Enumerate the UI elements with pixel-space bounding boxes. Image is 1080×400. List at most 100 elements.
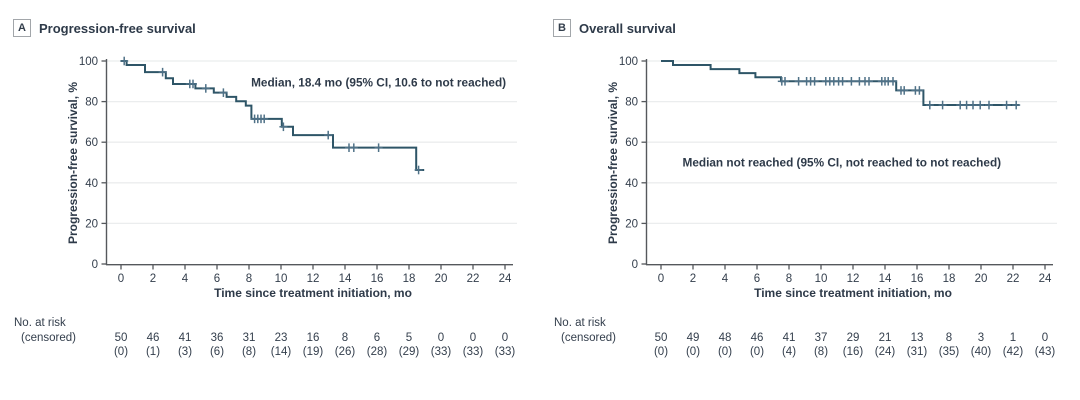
at-risk-count: 36: [211, 332, 224, 344]
x-tick-label: 8: [246, 273, 252, 285]
censored-count: (33): [495, 346, 516, 358]
at-risk-label: No. at risk: [554, 317, 606, 329]
at-risk-count: 41: [783, 332, 796, 344]
censored-count: (8): [242, 346, 256, 358]
x-tick-label: 4: [182, 273, 189, 285]
censored-count: (0): [718, 346, 732, 358]
at-risk-count: 37: [815, 332, 828, 344]
censored-count: (29): [399, 346, 420, 358]
panel-a-letter-badge: A: [13, 19, 31, 37]
x-tick-label: 0: [118, 273, 124, 285]
at-risk-count: 48: [719, 332, 732, 344]
censored-count: (40): [971, 346, 992, 358]
survival-step-curve: [661, 60, 1020, 107]
x-tick-label: 18: [403, 273, 416, 285]
y-tick-label: 0: [92, 259, 98, 271]
censored-count: (4): [782, 346, 796, 358]
x-tick-label: 20: [435, 273, 448, 285]
at-risk-count: 29: [847, 332, 860, 344]
at-risk-count: 23: [275, 332, 288, 344]
at-risk-count: 8: [946, 332, 952, 344]
x-tick-label: 18: [943, 273, 956, 285]
y-tick-label: 20: [625, 218, 638, 230]
censored-count: (16): [843, 346, 864, 358]
x-axis-title: Time since treatment initiation, mo: [754, 286, 952, 300]
at-risk-count: 49: [687, 332, 700, 344]
at-risk-count: 0: [502, 332, 508, 344]
x-tick-label: 0: [658, 273, 664, 285]
at-risk-count: 5: [406, 332, 412, 344]
at-risk-count: 46: [147, 332, 160, 344]
gridlines: [106, 60, 517, 225]
x-tick-label: 22: [1007, 273, 1020, 285]
x-tick-label: 2: [150, 273, 156, 285]
censored-count: (33): [431, 346, 452, 358]
panel-b-header: B Overall survival: [553, 19, 676, 37]
panel-progression-free-survival: A Progression-free survival 0 20 40 60 80 100…: [13, 19, 517, 358]
x-tick-label: 14: [879, 273, 892, 285]
censored-count: (3): [178, 346, 192, 358]
y-tick-label: 80: [85, 97, 98, 109]
x-tick-label: 4: [722, 273, 729, 285]
censored-count: (6): [210, 346, 224, 358]
censored-count: (0): [114, 346, 128, 358]
censored-count: (1): [146, 346, 160, 358]
censored-count: (8): [814, 346, 828, 358]
x-tick-label: 24: [499, 273, 512, 285]
at-risk-count: 8: [342, 332, 348, 344]
median-annotation: Median not reached (95% CI, not reached …: [683, 156, 1002, 170]
at-risk-count: 0: [1042, 332, 1048, 344]
censored-count: (19): [303, 346, 324, 358]
panel-b-title: Overall survival: [579, 20, 676, 36]
at-risk-count: 6: [374, 332, 380, 344]
gridlines: [646, 60, 1057, 225]
at-risk-count: 46: [751, 332, 764, 344]
censored-label: (censored): [561, 332, 616, 344]
at-risk-count: 3: [978, 332, 984, 344]
y-axis-title: Progression-free survival, %: [66, 82, 80, 244]
y-tick-label: 60: [85, 137, 98, 149]
x-axis-title: Time since treatment initiation, mo: [214, 286, 412, 300]
x-tick-label: 14: [339, 273, 352, 285]
x-tick-label: 10: [275, 273, 288, 285]
y-tick-label: 100: [79, 56, 98, 68]
censored-count: (0): [654, 346, 668, 358]
at-risk-count: 50: [115, 332, 128, 344]
at-risk-count: 1: [1010, 332, 1016, 344]
y-tick-label: 80: [625, 97, 638, 109]
x-tick-label: 2: [690, 273, 696, 285]
y-tick-label: 40: [625, 178, 638, 190]
at-risk-count: 0: [438, 332, 444, 344]
median-annotation: Median, 18.4 mo (95% CI, 10.6 to not rea…: [251, 75, 506, 89]
x-tick-label: 6: [214, 273, 220, 285]
at-risk-count: 21: [879, 332, 892, 344]
x-tick-label: 22: [467, 273, 480, 285]
x-tick-label: 6: [754, 273, 760, 285]
x-tick-label: 24: [1039, 273, 1052, 285]
at-risk-count: 31: [243, 332, 256, 344]
censored-count: (33): [463, 346, 484, 358]
censored-count: (42): [1003, 346, 1024, 358]
y-tick-label: 60: [625, 137, 638, 149]
y-tick-label: 0: [632, 259, 638, 271]
axes: [101, 59, 513, 270]
censored-count: (35): [939, 346, 960, 358]
axes: [641, 59, 1053, 270]
y-tick-label: 20: [85, 218, 98, 230]
censored-count: (43): [1035, 346, 1056, 358]
censored-label: (censored): [21, 332, 76, 344]
y-tick-label: 100: [619, 56, 638, 68]
censored-count: (26): [335, 346, 356, 358]
panel-a-title: Progression-free survival: [39, 20, 196, 36]
y-tick-label: 40: [85, 178, 98, 190]
y-axis-title: Progression-free survival, %: [606, 82, 620, 244]
censor-marks: [120, 56, 423, 175]
panel-a-header: A Progression-free survival: [13, 19, 196, 37]
censored-count: (0): [686, 346, 700, 358]
censored-count: (0): [750, 346, 764, 358]
panel-b-letter-badge: B: [553, 19, 571, 37]
x-tick-label: 8: [786, 273, 792, 285]
x-tick-label: 10: [815, 273, 828, 285]
